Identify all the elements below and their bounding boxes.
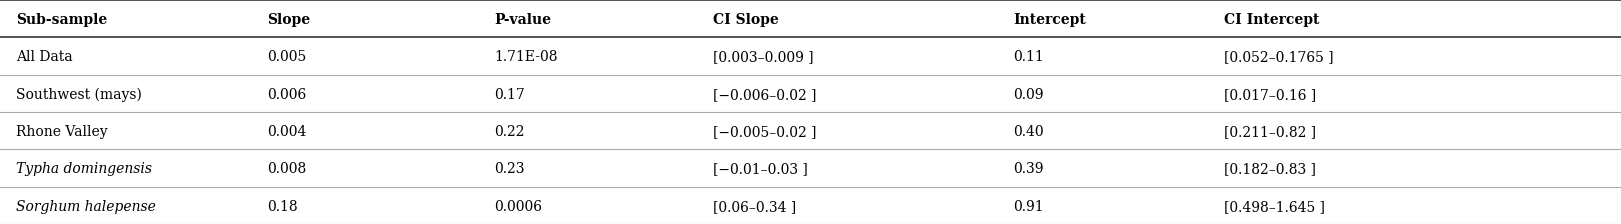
Text: 0.39: 0.39 xyxy=(1013,162,1044,177)
Text: Sub-sample: Sub-sample xyxy=(16,13,107,27)
Text: CI Slope: CI Slope xyxy=(713,13,780,27)
Text: P-value: P-value xyxy=(494,13,551,27)
Text: [−0.01–0.03 ]: [−0.01–0.03 ] xyxy=(713,162,809,177)
Text: Slope: Slope xyxy=(267,13,311,27)
Text: Sorghum halepense: Sorghum halepense xyxy=(16,200,156,214)
Text: Intercept: Intercept xyxy=(1013,13,1086,27)
Text: 0.18: 0.18 xyxy=(267,200,298,214)
Text: [0.052–0.1765 ]: [0.052–0.1765 ] xyxy=(1224,50,1334,65)
Text: [−0.005–0.02 ]: [−0.005–0.02 ] xyxy=(713,125,817,139)
Text: [0.498–1.645 ]: [0.498–1.645 ] xyxy=(1224,200,1324,214)
Text: 1.71E-08: 1.71E-08 xyxy=(494,50,558,65)
Text: 0.004: 0.004 xyxy=(267,125,306,139)
Text: All Data: All Data xyxy=(16,50,73,65)
Text: 0.11: 0.11 xyxy=(1013,50,1044,65)
Text: Southwest (mays): Southwest (mays) xyxy=(16,88,143,102)
Text: 0.22: 0.22 xyxy=(494,125,525,139)
Text: 0.91: 0.91 xyxy=(1013,200,1044,214)
Text: [0.003–0.009 ]: [0.003–0.009 ] xyxy=(713,50,814,65)
Text: Rhone Valley: Rhone Valley xyxy=(16,125,109,139)
Text: 0.40: 0.40 xyxy=(1013,125,1044,139)
Text: 0.17: 0.17 xyxy=(494,88,525,102)
Text: [0.06–0.34 ]: [0.06–0.34 ] xyxy=(713,200,796,214)
Text: 0.0006: 0.0006 xyxy=(494,200,543,214)
Text: 0.23: 0.23 xyxy=(494,162,525,177)
Text: 0.09: 0.09 xyxy=(1013,88,1044,102)
Text: 0.006: 0.006 xyxy=(267,88,306,102)
Text: [0.017–0.16 ]: [0.017–0.16 ] xyxy=(1224,88,1316,102)
Text: 0.008: 0.008 xyxy=(267,162,306,177)
Text: [−0.006–0.02 ]: [−0.006–0.02 ] xyxy=(713,88,817,102)
Text: [0.211–0.82 ]: [0.211–0.82 ] xyxy=(1224,125,1316,139)
Text: CI Intercept: CI Intercept xyxy=(1224,13,1319,27)
Text: Typha domingensis: Typha domingensis xyxy=(16,162,152,177)
Text: 0.005: 0.005 xyxy=(267,50,306,65)
Text: [0.182–0.83 ]: [0.182–0.83 ] xyxy=(1224,162,1316,177)
